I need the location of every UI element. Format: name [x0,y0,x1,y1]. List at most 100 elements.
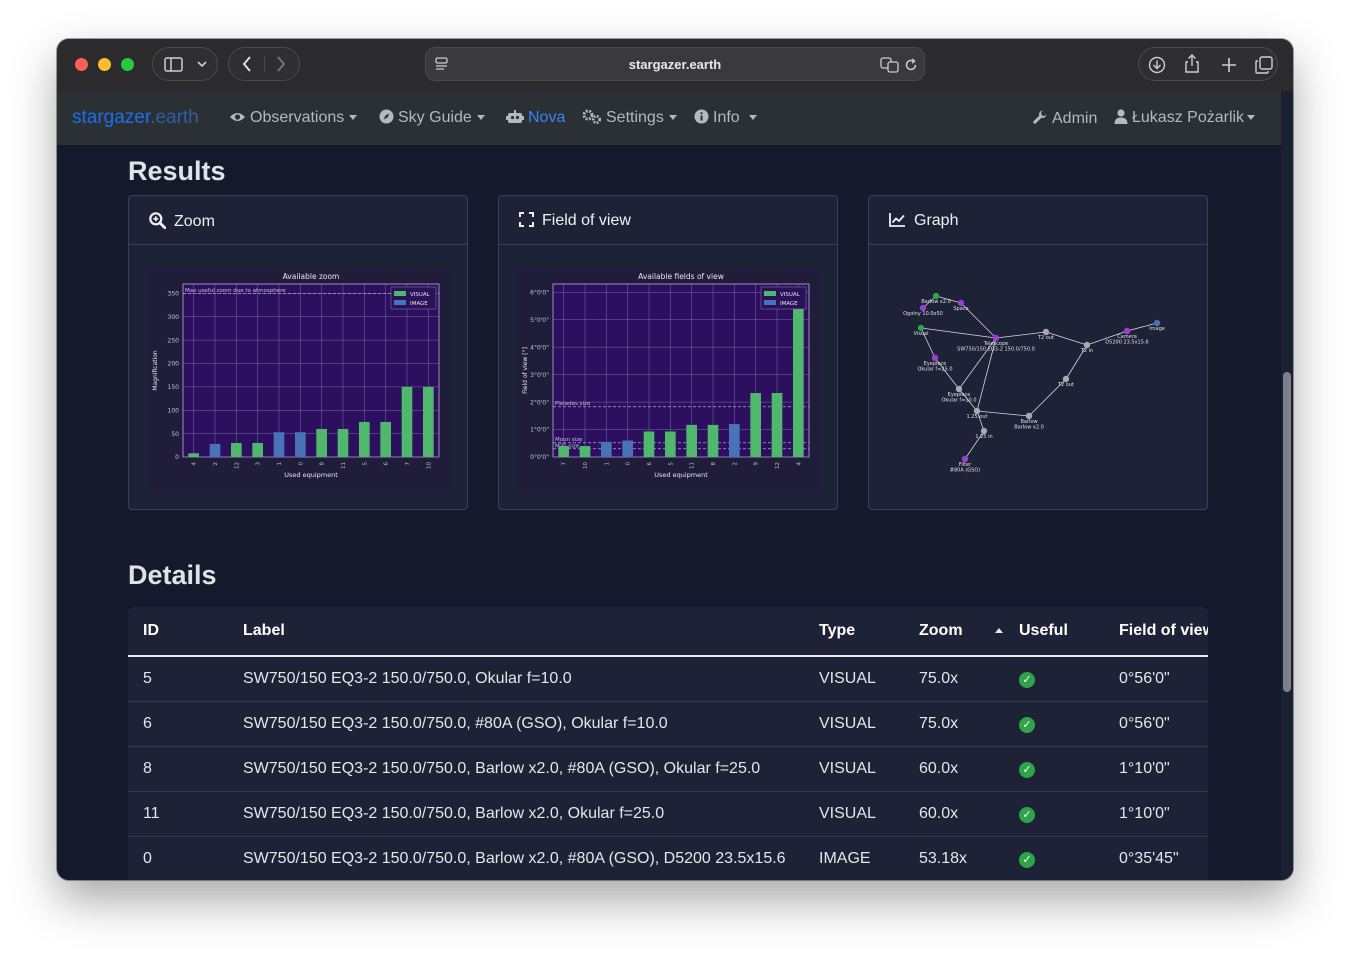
graph-node-label: Image [1149,326,1165,332]
cell-zoom: 75.0x [904,656,1004,702]
graph-node [931,354,939,362]
y-axis-label: Magnification [152,350,159,391]
column-header-label[interactable]: Label [228,607,804,657]
table-row[interactable]: 0 SW750/150 EQ3-2 150.0/750.0, Barlow x2… [128,836,1208,880]
chart-title: Available zoom [283,272,340,281]
cell-label: SW750/150 EQ3-2 150.0/750.0, Barlow x2.0… [228,746,804,792]
x-tick-label: 4 [796,462,802,466]
chevron-down-icon [748,115,757,121]
graph-node-label-line: Camera [1117,334,1137,340]
page-content: Results Zoom Available zoom 0 50 100 150 200 2… [57,145,1281,880]
zoom-card-header: Zoom [129,196,467,245]
nav-nova[interactable]: Nova [506,109,565,127]
table-row[interactable]: 8 SW750/150 EQ3-2 150.0/750.0, Barlow x2… [128,746,1208,792]
x-tick-label: 11 [341,462,347,469]
expand-icon [519,212,534,227]
forward-arrow-icon[interactable] [276,56,286,72]
cell-useful: ✓ [1004,836,1104,880]
translate-icon[interactable] [880,57,900,73]
browser-titlebar: stargazer.earth [57,39,1293,91]
eye-icon [230,113,245,121]
x-tick-label: 5 [668,462,674,466]
x-axis-label: Used equipment [284,471,338,479]
sidebar-toggle-button[interactable] [152,47,218,81]
bar [188,453,199,457]
nav-observations[interactable]: Observations [229,109,358,127]
brand-logo-link[interactable]: stargazer.earth [72,107,199,129]
close-window-button[interactable] [75,58,88,71]
new-tab-icon[interactable] [1221,57,1237,73]
column-header-useful[interactable]: Useful [1004,607,1104,657]
bar [295,432,306,457]
sort-ascending-icon [994,628,1003,634]
nav-info-label: Info [713,109,740,126]
graph-node-label-line: T2 out [1037,335,1054,341]
y-tick-label: 300 [168,314,180,321]
x-tick-label: 7 [405,462,411,466]
browser-window: stargazer.earth [57,39,1293,880]
table-row[interactable]: 6 SW750/150 EQ3-2 150.0/750.0, #80A (GSO… [128,701,1208,747]
legend-swatch [764,300,776,305]
zoom-card: Zoom Available zoom 0 50 100 150 200 250 300 350… [128,195,468,510]
fov-card: Field of view Available fields of view 0°… [498,195,838,510]
cell-fov: 1°10'0" [1104,746,1208,792]
address-bar[interactable]: stargazer.earth [425,47,925,81]
plot-area [182,283,440,458]
bar [771,393,783,457]
page-settings-icon[interactable] [435,57,449,71]
cell-id: 8 [128,746,228,792]
share-icon[interactable] [1184,54,1200,74]
graph-node-label-line: 1.25 out [967,414,988,420]
column-header-fov[interactable]: Field of view [1104,607,1208,657]
chevron-down-icon [197,61,207,68]
y-tick-label: 0 [175,454,179,461]
nav-user-menu[interactable]: Łukasz Pożarlik [1114,109,1256,127]
x-tick-label: 1 [277,462,283,466]
column-header-type[interactable]: Type [804,607,904,657]
graph-node-label: Ogolny 10.0x50 [903,311,943,317]
nav-admin[interactable]: Admin [1032,109,1097,128]
tab-overview-icon[interactable] [1255,56,1273,74]
details-table-container: ID Label Type Zoom Useful Field of view … [128,607,1208,880]
cell-type: VISUAL [804,746,904,792]
graph-node [1123,327,1131,335]
reload-icon[interactable] [904,58,918,72]
line-chart-icon [889,213,905,227]
wrench-icon [1033,110,1047,124]
graph-edge [960,302,997,339]
zoom-in-icon [149,212,167,230]
back-arrow-icon[interactable] [242,56,252,72]
x-tick-label: 8 [320,462,326,466]
column-header-zoom[interactable]: Zoom [904,607,1004,657]
downloads-icon[interactable] [1148,56,1166,74]
column-header-id[interactable]: ID [128,607,228,657]
table-row[interactable]: 5 SW750/150 EQ3-2 150.0/750.0, Okular f=… [128,656,1208,702]
brand-name: stargazer [72,107,151,128]
graph-card-header: Graph [869,196,1207,245]
graph-edge [1126,322,1158,332]
x-tick-label: 11 [690,462,696,469]
nav-sky-guide[interactable]: Sky Guide [379,109,485,127]
gears-icon [582,109,602,125]
nav-info[interactable]: Info [694,109,757,127]
cell-fov: 0°56'0" [1104,656,1208,702]
x-tick-label: 10 [426,462,432,469]
chevron-down-icon [1247,115,1256,121]
x-tick-label: 7 [562,462,568,466]
graph-edge [920,327,936,359]
nav-settings[interactable]: Settings [582,109,677,127]
graph-edge [1028,378,1067,417]
cell-id: 11 [128,791,228,837]
graph-node-label: Visual [914,331,929,337]
page-scrollbar-thumb[interactable] [1283,372,1291,692]
x-tick-label: 2 [213,462,219,466]
minimize-window-button[interactable] [98,58,111,71]
graph-node-label-line: Okular f=25.0 [917,367,952,373]
cell-fov: 1°10'0" [1104,791,1208,837]
maximize-window-button[interactable] [121,58,134,71]
url-text: stargazer.earth [628,57,722,72]
cell-fov: 0°56'0" [1104,701,1208,747]
details-heading: Details [128,560,217,590]
nav-user-label: Łukasz Pożarlik [1132,109,1245,126]
table-row[interactable]: 11 SW750/150 EQ3-2 150.0/750.0, Barlow x… [128,791,1208,837]
